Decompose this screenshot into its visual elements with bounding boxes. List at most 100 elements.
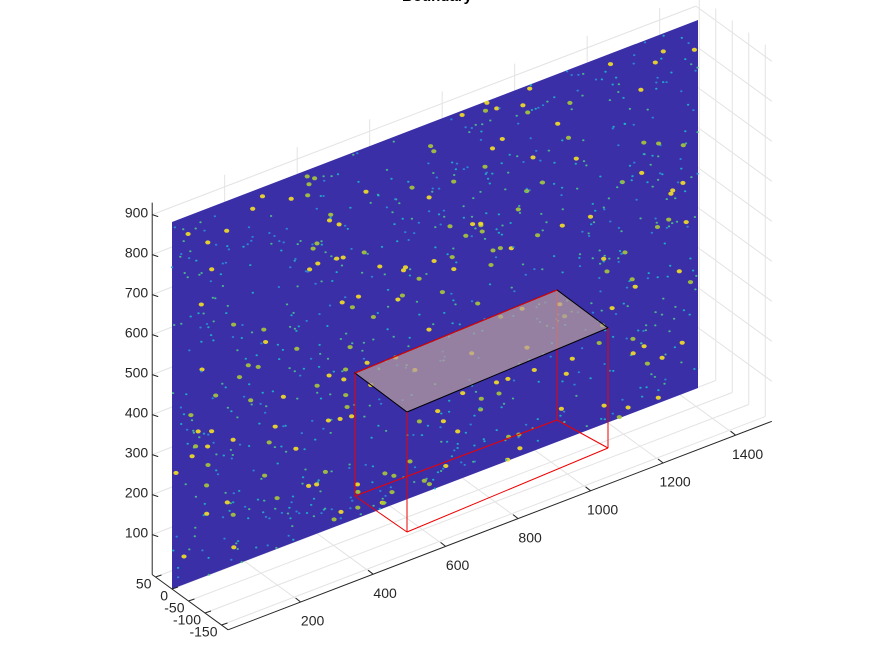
image-speck: [630, 351, 636, 356]
image-speck: [611, 335, 615, 338]
image-speck: [339, 338, 343, 340]
image-speck: [505, 458, 508, 461]
image-speck: [344, 296, 347, 299]
image-speck: [684, 142, 688, 145]
roi-edge: [556, 419, 609, 449]
image-speck: [535, 149, 538, 152]
image-speck: [319, 352, 322, 355]
image-speck: [330, 175, 333, 178]
image-speck: [499, 137, 505, 141]
image-speck: [207, 433, 210, 436]
image-speck: [305, 193, 311, 198]
image-speck: [590, 223, 593, 226]
image-speck: [558, 406, 565, 411]
image-speck: [421, 478, 427, 483]
image-speck: [651, 185, 654, 188]
image-speck: [620, 230, 623, 233]
x-tick: [512, 514, 519, 519]
image-speck: [451, 267, 457, 272]
image-speck: [394, 198, 397, 201]
image-speck: [370, 275, 374, 278]
image-speck: [504, 188, 507, 191]
image-speck: [276, 462, 279, 465]
image-speck: [455, 162, 459, 165]
image-speck: [357, 180, 360, 183]
image-speck: [386, 328, 389, 331]
image-speck: [607, 62, 614, 67]
image-speck: [687, 280, 694, 285]
image-speck: [297, 325, 300, 328]
grid-line: [695, 165, 773, 222]
image-speck: [691, 47, 698, 52]
image-speck: [271, 390, 275, 393]
image-speck: [182, 228, 185, 231]
image-speck: [280, 394, 286, 399]
image-speck: [590, 302, 593, 305]
image-speck: [625, 337, 628, 340]
image-speck: [205, 323, 209, 325]
image-speck: [337, 416, 343, 421]
image-speck: [664, 353, 667, 356]
image-speck: [599, 290, 602, 293]
image-speck: [179, 255, 182, 258]
image-speck: [541, 229, 544, 232]
image-speck: [482, 438, 485, 441]
image-speck: [616, 186, 619, 189]
image-speck: [470, 215, 474, 218]
image-speck: [495, 228, 498, 231]
image-speck: [488, 263, 494, 267]
image-speck: [219, 273, 223, 276]
image-speck: [304, 270, 308, 273]
image-speck: [517, 446, 523, 451]
image-speck: [524, 423, 528, 426]
image-background: [172, 20, 698, 589]
image-speck: [180, 423, 183, 425]
image-speck: [323, 179, 326, 182]
image-speck: [372, 504, 375, 507]
image-speck: [248, 508, 251, 511]
image-speck: [607, 197, 611, 200]
image-speck: [561, 380, 564, 383]
image-speck: [427, 162, 430, 165]
image-speck: [591, 202, 594, 205]
image-speck: [483, 237, 487, 240]
image-speck: [324, 251, 327, 254]
image-speck: [187, 257, 191, 260]
image-speck: [176, 566, 180, 569]
image-speck: [355, 505, 361, 510]
image-speck: [625, 286, 629, 289]
image-speck: [565, 70, 569, 73]
image-speck: [255, 364, 261, 369]
image-speck: [425, 273, 428, 275]
image-speck: [280, 511, 284, 514]
image-speck: [230, 512, 236, 517]
image-speck: [603, 363, 606, 365]
image-speck: [693, 216, 697, 218]
image-speck: [212, 441, 215, 444]
image-speck: [263, 340, 269, 344]
image-speck: [670, 71, 673, 74]
image-speck: [657, 389, 660, 392]
image-speck: [328, 212, 334, 217]
image-speck: [173, 470, 179, 475]
image-speck: [539, 180, 546, 185]
image-speck: [680, 36, 683, 39]
image-speck: [426, 424, 430, 427]
image-speck: [555, 121, 561, 126]
image-speck: [273, 446, 277, 449]
image-speck: [569, 356, 575, 361]
image-speck: [250, 403, 253, 406]
image-speck: [598, 277, 601, 279]
image-speck: [224, 500, 230, 505]
image-speck: [398, 202, 401, 205]
grid-line: [695, 5, 773, 62]
image-speck: [565, 135, 572, 140]
image-speck: [462, 168, 466, 171]
image-speck: [657, 155, 660, 158]
image-speck: [690, 63, 693, 66]
image-speck: [663, 382, 666, 385]
image-speck: [400, 268, 407, 273]
image-speck: [214, 243, 218, 246]
image-speck: [520, 103, 526, 108]
image-speck: [458, 323, 461, 326]
